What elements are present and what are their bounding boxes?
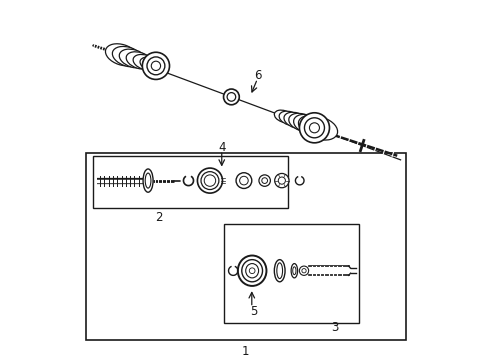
Circle shape (142, 52, 170, 80)
Ellipse shape (277, 263, 283, 279)
Bar (93, 156, 288, 208)
Bar (223, 224, 360, 323)
Circle shape (275, 174, 289, 188)
Ellipse shape (126, 52, 152, 69)
Bar (86, 153, 406, 341)
Circle shape (151, 61, 161, 71)
Ellipse shape (279, 111, 300, 126)
Circle shape (259, 175, 270, 186)
Circle shape (304, 118, 324, 138)
Text: 5: 5 (250, 305, 258, 318)
Text: 2: 2 (155, 211, 163, 224)
Ellipse shape (294, 114, 323, 134)
Circle shape (299, 266, 309, 275)
Ellipse shape (143, 169, 153, 192)
Circle shape (240, 176, 248, 185)
Ellipse shape (147, 60, 167, 72)
Ellipse shape (274, 110, 293, 123)
Text: 4: 4 (218, 141, 225, 154)
Ellipse shape (293, 267, 296, 275)
Circle shape (236, 173, 252, 189)
Ellipse shape (112, 46, 143, 67)
Ellipse shape (242, 260, 263, 282)
Text: 6: 6 (254, 69, 261, 82)
Ellipse shape (201, 172, 219, 189)
Ellipse shape (291, 264, 297, 278)
Circle shape (262, 178, 268, 184)
Ellipse shape (238, 256, 267, 286)
Ellipse shape (145, 173, 151, 188)
Circle shape (223, 89, 239, 105)
Circle shape (249, 268, 255, 274)
Circle shape (302, 269, 306, 273)
Circle shape (299, 113, 329, 143)
Ellipse shape (245, 264, 259, 278)
Ellipse shape (140, 57, 162, 71)
Ellipse shape (197, 168, 222, 193)
Ellipse shape (284, 112, 308, 129)
Circle shape (278, 177, 285, 184)
Circle shape (310, 123, 319, 133)
Ellipse shape (119, 49, 148, 68)
Text: 3: 3 (331, 321, 338, 334)
Ellipse shape (133, 54, 157, 70)
Ellipse shape (274, 260, 285, 282)
Circle shape (147, 57, 165, 75)
Circle shape (227, 93, 236, 101)
Text: 1: 1 (241, 345, 249, 358)
Ellipse shape (303, 117, 338, 140)
Ellipse shape (105, 44, 138, 66)
Ellipse shape (289, 113, 316, 131)
Ellipse shape (298, 116, 330, 137)
Ellipse shape (204, 175, 216, 186)
